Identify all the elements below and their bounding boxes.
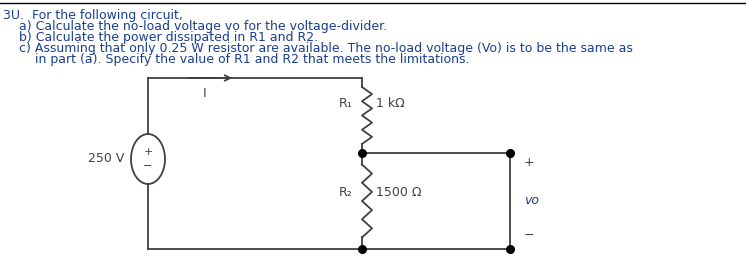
Text: −: −	[143, 161, 153, 171]
Text: 3U.  For the following circuit,: 3U. For the following circuit,	[3, 9, 183, 22]
Text: b) Calculate the power dissipated in R1 and R2.: b) Calculate the power dissipated in R1 …	[3, 31, 318, 44]
Text: +: +	[524, 156, 535, 169]
Text: I: I	[203, 87, 207, 100]
Text: a) Calculate the no-load voltage vo for the voltage-divider.: a) Calculate the no-load voltage vo for …	[3, 20, 387, 33]
Text: +: +	[143, 147, 153, 157]
Text: 250 V: 250 V	[88, 153, 124, 166]
Text: vo: vo	[524, 195, 539, 208]
Text: c) Assuming that only 0.25 W resistor are available. The no-load voltage (Vo) is: c) Assuming that only 0.25 W resistor ar…	[3, 42, 633, 55]
Text: R₁: R₁	[338, 97, 352, 110]
Text: 1500 Ω: 1500 Ω	[376, 186, 421, 199]
Text: in part (a). Specify the value of R1 and R2 that meets the limitations.: in part (a). Specify the value of R1 and…	[3, 53, 469, 66]
Text: R₂: R₂	[338, 186, 352, 199]
Text: −: −	[524, 228, 534, 241]
Text: 1 kΩ: 1 kΩ	[376, 97, 405, 110]
